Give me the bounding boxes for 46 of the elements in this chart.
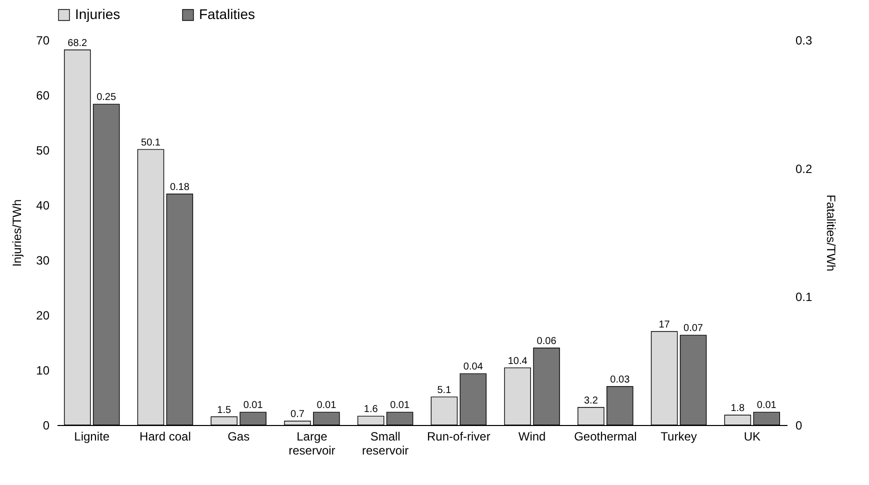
x-tick-label: Run-of-river bbox=[427, 430, 490, 444]
y-tick-label: 10 bbox=[36, 364, 50, 378]
x-tick-label: Lignite bbox=[74, 430, 110, 444]
data-label: 0.25 bbox=[96, 92, 116, 104]
data-label: 0.01 bbox=[243, 400, 264, 412]
x-tick-label: Turkey bbox=[660, 430, 697, 444]
y-tick-label: 40 bbox=[36, 198, 50, 212]
y-tick-label: 20 bbox=[36, 308, 50, 322]
data-label: 0.06 bbox=[536, 336, 557, 347]
y-tick-label: 70 bbox=[36, 34, 50, 48]
data-label: 50.1 bbox=[141, 137, 161, 148]
y2-axis-title: Fatalities/TWh bbox=[824, 194, 838, 272]
y2-tick-label: 0 bbox=[796, 418, 802, 432]
data-label: 68.2 bbox=[68, 38, 88, 49]
x-tick-label: Hard coal bbox=[140, 430, 191, 444]
data-label: 5.1 bbox=[437, 384, 452, 396]
data-label: 1.6 bbox=[364, 404, 378, 416]
data-label: 0.01 bbox=[390, 400, 410, 412]
y-axis-title: Injuries/TWh bbox=[10, 199, 24, 267]
data-label: 17 bbox=[658, 320, 670, 330]
y2-tick-label: 0.1 bbox=[796, 290, 813, 304]
data-label: 1.8 bbox=[730, 403, 746, 414]
x-tick-label: Geothermal bbox=[574, 430, 637, 444]
x-tick-label: Wind bbox=[518, 430, 546, 444]
data-label: 3.2 bbox=[584, 395, 598, 406]
legend-label: Injuries bbox=[75, 6, 120, 22]
x-tick-label: Large reservoir bbox=[288, 430, 336, 458]
x-tick-label: Gas bbox=[228, 430, 250, 444]
x-tick-label: UK bbox=[744, 430, 760, 444]
data-label: 0.03 bbox=[610, 374, 630, 386]
data-label: 0.04 bbox=[463, 362, 484, 373]
data-label: 1.5 bbox=[217, 404, 232, 416]
y-tick-label: 0 bbox=[42, 418, 50, 432]
data-label: 10.4 bbox=[508, 356, 528, 367]
y2-tick-label: 0.3 bbox=[796, 34, 813, 48]
data-label: 0.18 bbox=[170, 182, 190, 193]
data-label: 0.07 bbox=[684, 323, 704, 334]
y2-tick-label: 0.2 bbox=[796, 162, 813, 176]
data-label: 0.01 bbox=[316, 400, 337, 412]
y-tick-label: 50 bbox=[36, 144, 50, 158]
data-label: 0.7 bbox=[290, 409, 305, 420]
data-label: 0.01 bbox=[756, 400, 777, 412]
legend-label: Fatalities bbox=[199, 6, 256, 22]
y-tick-label: 60 bbox=[36, 88, 50, 102]
y-tick-label: 30 bbox=[36, 254, 50, 268]
x-tick-label: Small reservoir bbox=[362, 430, 409, 458]
